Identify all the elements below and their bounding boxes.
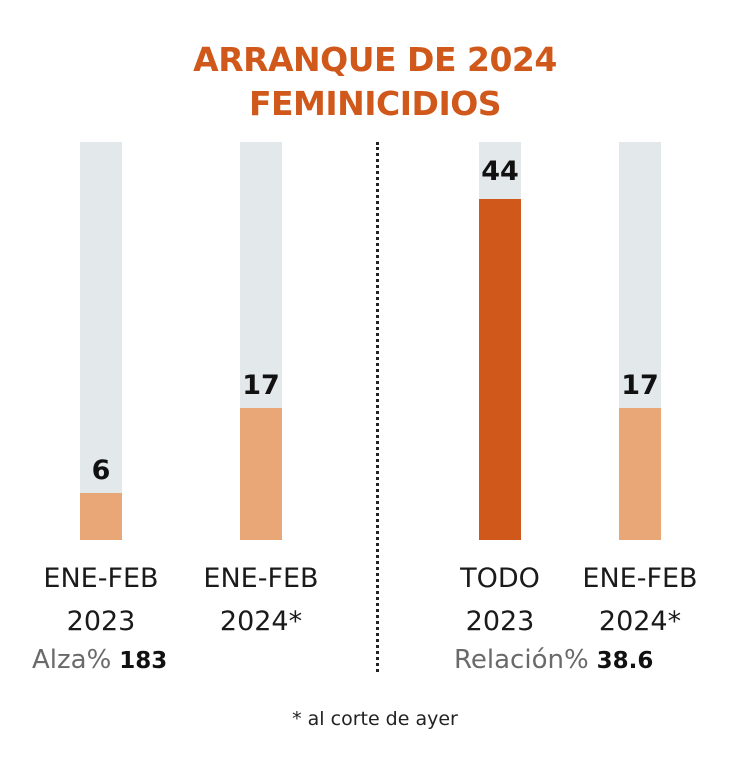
bar-fill-todo-2023 — [479, 199, 521, 540]
metric-alza: Alza% 183 — [32, 645, 167, 675]
category-line2: 2024* — [598, 606, 682, 637]
metric-value: 38.6 — [596, 648, 654, 674]
bar-fill-ene-feb-2024 — [240, 408, 282, 540]
category-line2: 2023 — [465, 606, 535, 637]
chart-title-line1: ARRANQUE DE 2024 — [193, 40, 557, 79]
metric-label: Relación% — [454, 645, 589, 675]
bar-fill-ene-feb-2023 — [80, 493, 122, 540]
category-line1: ENE-FEB — [582, 563, 698, 594]
bar-fill-ene-feb-2024-b — [619, 408, 661, 540]
category-line1: ENE-FEB — [203, 563, 319, 594]
bar-track-ene-feb-2024 — [240, 142, 282, 540]
category-label-3: TODO 2023 — [415, 557, 585, 643]
metric-relacion: Relación% 38.6 — [454, 645, 653, 675]
metric-value: 183 — [119, 648, 168, 674]
bar-track-ene-feb-2023 — [80, 142, 122, 540]
bar-value-label: 17 — [242, 370, 280, 401]
category-label-2: ENE-FEB 2024* — [176, 557, 346, 643]
bar-value-label: 44 — [481, 156, 519, 187]
bar-track-todo-2023 — [479, 142, 521, 540]
bar-value-label: 17 — [621, 370, 659, 401]
metric-label: Alza% — [32, 645, 112, 675]
bar-track-ene-feb-2024-b — [619, 142, 661, 540]
bar-value-label: 6 — [91, 455, 111, 486]
chart-title-line2: FEMINICIDIOS — [248, 84, 502, 123]
category-line2: 2024* — [219, 606, 303, 637]
category-label-1: ENE-FEB 2023 — [16, 557, 186, 643]
category-line1: ENE-FEB — [43, 563, 159, 594]
footnote: * al corte de ayer — [292, 708, 458, 730]
category-line1: TODO — [460, 563, 540, 594]
category-label-4: ENE-FEB 2024* — [555, 557, 725, 643]
category-line2: 2023 — [66, 606, 136, 637]
dotted-divider — [376, 142, 379, 672]
